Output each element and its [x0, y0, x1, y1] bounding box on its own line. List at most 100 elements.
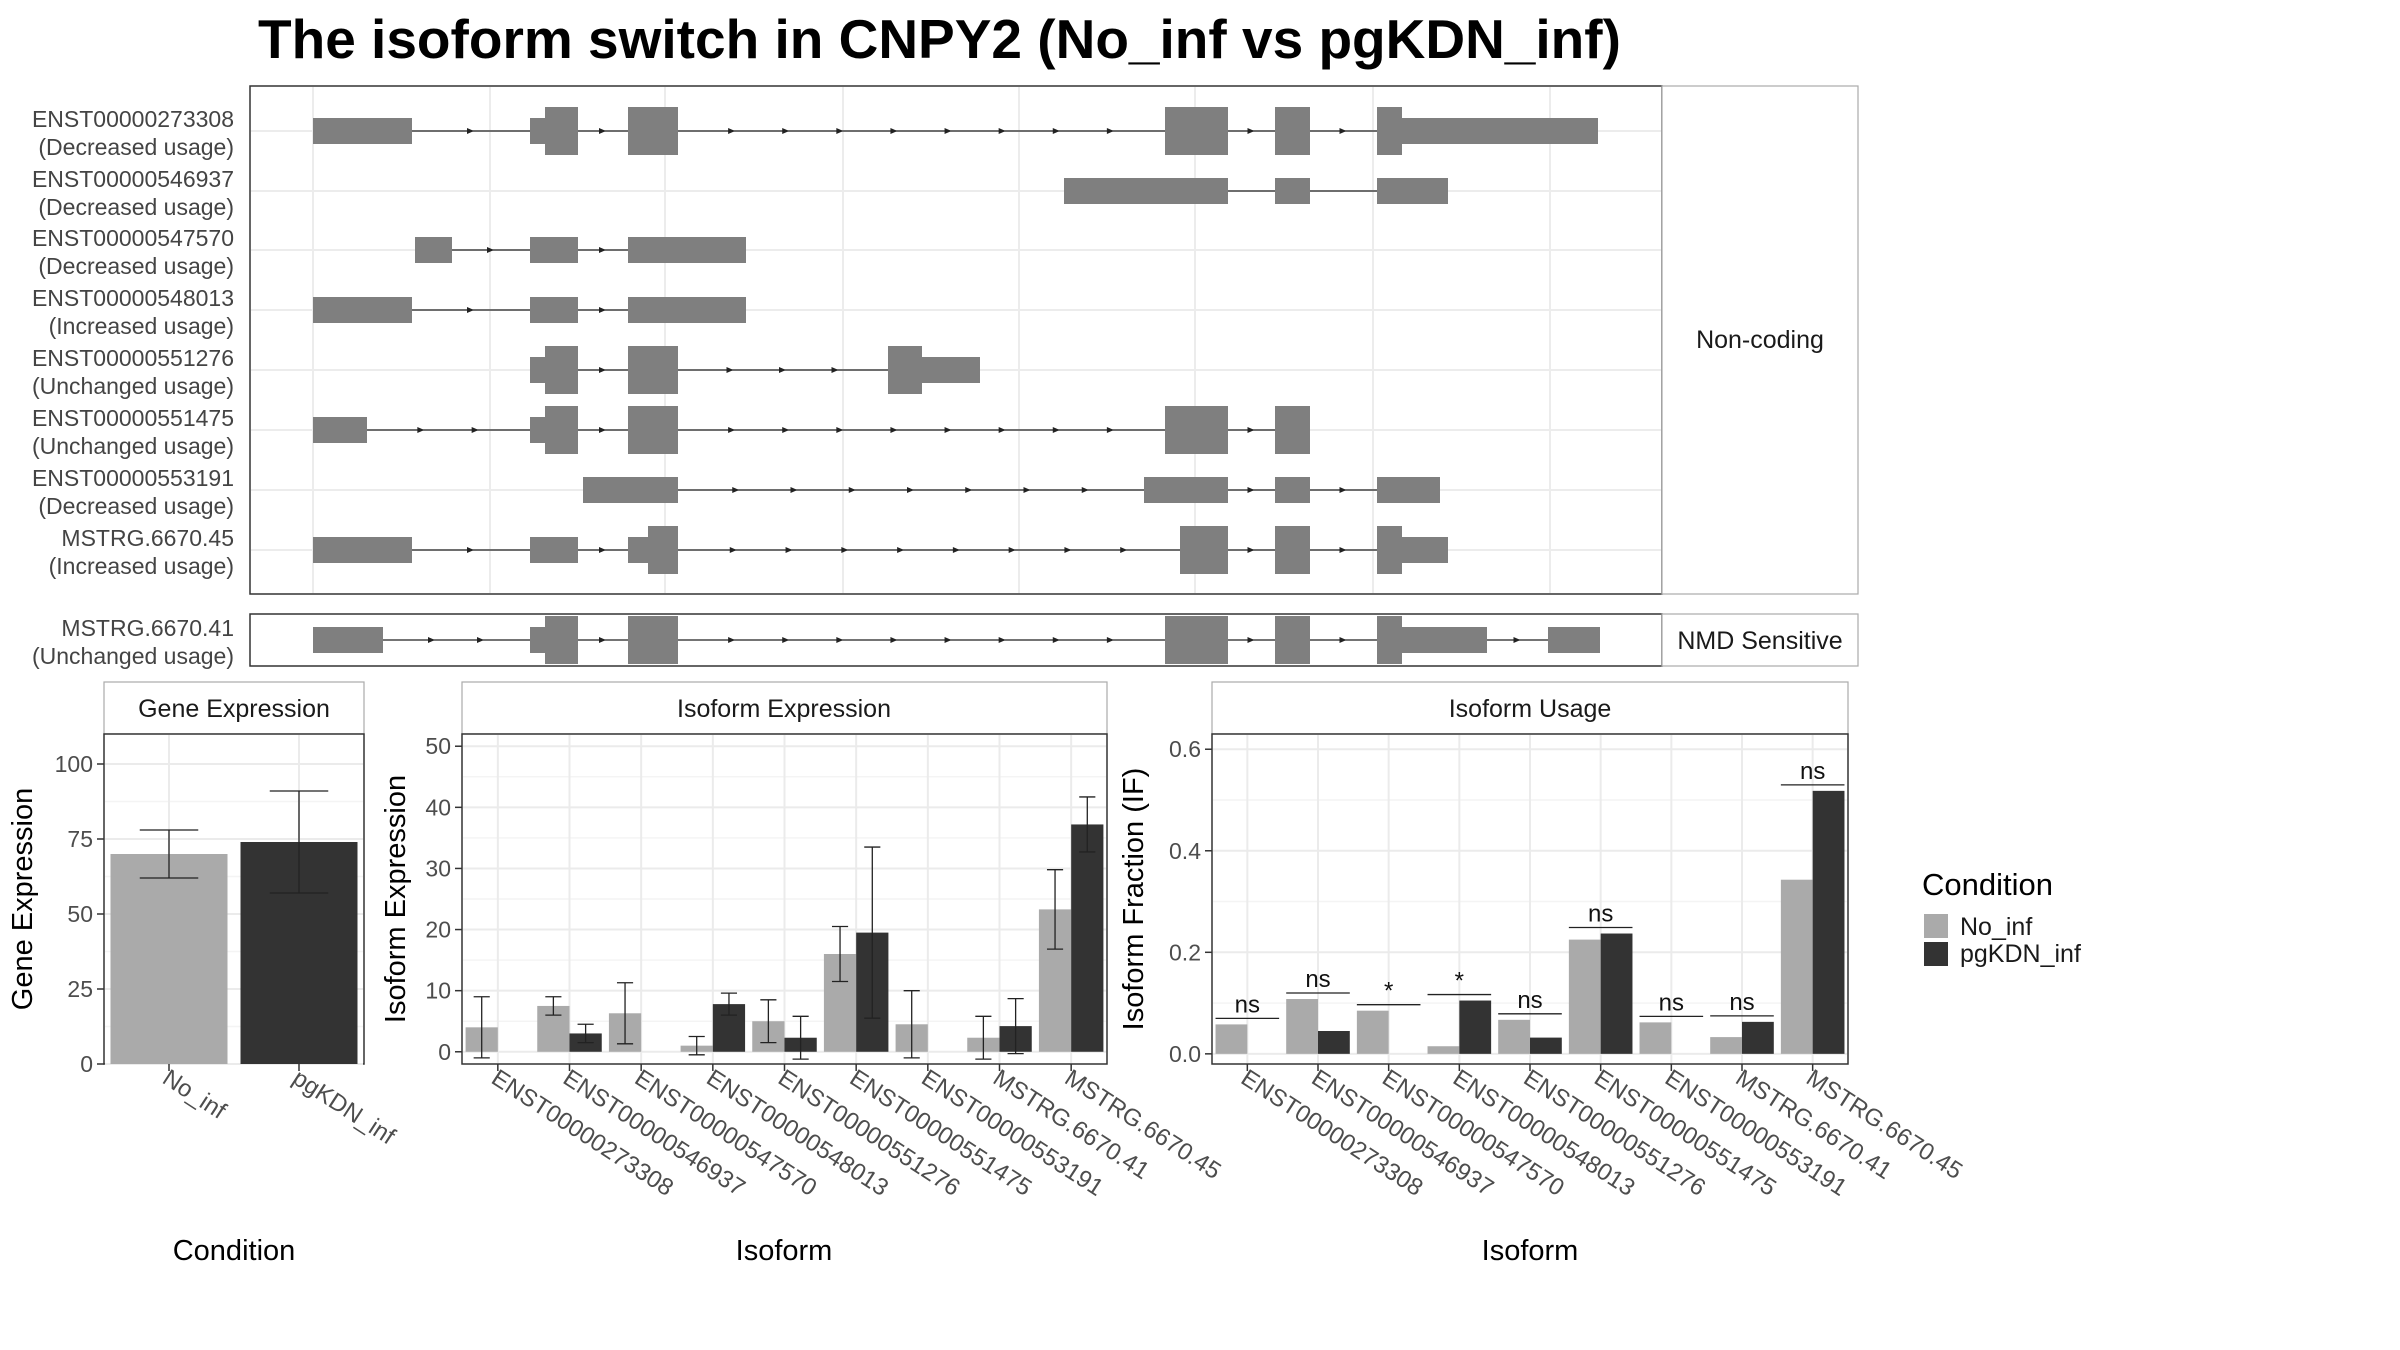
isoform-expression-ylabel: Isoform Expression: [380, 775, 412, 1023]
y-tick-label: 75: [67, 826, 93, 852]
exon-block: [530, 627, 545, 653]
bar-mark: [1568, 939, 1601, 1054]
exon-block: [1377, 178, 1448, 204]
gene-expression-strip: [103, 681, 365, 735]
intron-arrow: [782, 427, 790, 433]
transcript-labels: ENST00000273308(Decreased usage)ENST0000…: [32, 106, 234, 669]
noncoding-strip-label: Non-coding: [1696, 326, 1824, 354]
intron-arrow: [732, 487, 740, 493]
exon-block: [1402, 118, 1598, 144]
transcript-usage-label: (Unchanged usage): [32, 373, 234, 399]
exon-block: [888, 346, 922, 394]
intron-arrow: [728, 427, 736, 433]
exon-block: [1275, 477, 1310, 503]
exon-block: [628, 297, 746, 323]
y-tick-label: 30: [425, 855, 451, 881]
transcript-usage-label: (Unchanged usage): [32, 643, 234, 669]
transcript-usage-label: (Unchanged usage): [32, 433, 234, 459]
exon-block: [530, 237, 578, 263]
exon-block: [628, 406, 678, 454]
y-tick-label: 0: [80, 1051, 93, 1077]
intron-arrow: [1247, 427, 1255, 433]
y-tick-label: 40: [425, 794, 451, 820]
exon-block: [1180, 526, 1228, 574]
exon-block: [628, 346, 678, 394]
transcript-track: [313, 406, 1310, 454]
exon-block: [313, 627, 383, 653]
intron-arrow: [944, 427, 952, 433]
transcript-track: [313, 107, 1598, 155]
intron-arrow: [729, 547, 737, 553]
exon-block: [530, 537, 578, 563]
exon-block: [545, 406, 578, 454]
intron-arrow: [890, 427, 898, 433]
exon-block: [545, 616, 578, 664]
intron-arrow: [1106, 427, 1114, 433]
exon-block: [313, 537, 412, 563]
intron-arrow: [599, 547, 606, 553]
intron-arrow: [599, 247, 606, 253]
transcript-track: [1064, 178, 1448, 204]
isoform-expression-grid: [463, 735, 1106, 1063]
intron-arrow: [782, 637, 790, 643]
transcript-track: [313, 297, 746, 323]
exon-block: [1275, 107, 1310, 155]
significance-label: ns: [1588, 901, 1613, 928]
x-tick-label: No_inf: [158, 1064, 231, 1125]
exon-block: [313, 417, 367, 443]
exon-block: [530, 357, 545, 383]
y-tick-label: 10: [425, 978, 451, 1004]
intron-arrow: [1247, 128, 1255, 134]
bar-mark: [110, 854, 228, 1064]
intron-arrow: [471, 427, 479, 433]
exon-block: [530, 417, 545, 443]
bar-mark: [1498, 1019, 1530, 1054]
isoform-expression-xlabel: Isoform: [736, 1235, 833, 1267]
transcript-usage-label: (Decreased usage): [38, 253, 234, 279]
exon-block: [628, 537, 648, 563]
bar-mark: [1318, 1031, 1350, 1054]
intron-arrow: [1513, 637, 1521, 643]
transcript-usage-label: (Decreased usage): [38, 134, 234, 160]
intron-arrow: [417, 427, 425, 433]
transcript-usage-label: (Increased usage): [49, 553, 234, 579]
legend-key-pgkdn-inf: [1924, 942, 1948, 966]
bar-mark: [1639, 1022, 1672, 1054]
transcript-track: [530, 346, 980, 394]
intron-arrow: [728, 128, 736, 134]
intron-arrow: [836, 427, 844, 433]
transcript-usage-label: (Decreased usage): [38, 194, 234, 220]
exon-block: [1064, 178, 1228, 204]
bar-mark: [1600, 933, 1633, 1054]
bar-mark: [1710, 1037, 1742, 1054]
intron-arrow: [890, 128, 898, 134]
isoform-usage-strip-title: Isoform Usage: [1449, 695, 1612, 723]
transcript-id-label: ENST00000546937: [32, 166, 234, 192]
intron-arrow: [907, 487, 914, 493]
condition-legend: Condition No_inf pgKDN_inf: [1922, 867, 2081, 968]
y-tick-label: 50: [67, 901, 93, 927]
exon-block: [1275, 526, 1310, 574]
transcript-structure-panel: Non-coding NMD Sensitive ENST00000273308…: [32, 85, 1859, 669]
gene-expression-ylabel: Gene Expression: [7, 788, 39, 1010]
nmd-strip: [1661, 613, 1859, 667]
transcript-tracks: [313, 107, 1600, 664]
intron-arrow: [841, 547, 849, 553]
exon-block: [1377, 107, 1402, 155]
intron-arrow: [998, 427, 1006, 433]
intron-arrow: [836, 637, 844, 643]
significance-label: *: [1455, 968, 1464, 995]
transcript-id-label: ENST00000553191: [32, 465, 234, 491]
y-tick-label: 0: [438, 1039, 451, 1065]
exon-block: [1377, 616, 1402, 664]
transcript-id-label: ENST00000551276: [32, 345, 234, 371]
intron-arrow: [890, 637, 898, 643]
bar-mark: [1215, 1024, 1248, 1054]
transcript-id-label: MSTRG.6670.41: [61, 615, 234, 641]
transcript-id-label: ENST00000547570: [32, 225, 234, 251]
y-tick-label: 100: [55, 751, 93, 777]
isoform-usage-axes: 0.00.20.40.6ENST00000273308ENST000005469…: [1169, 736, 1967, 1202]
intron-arrow: [467, 547, 474, 553]
isoform-expression-strip: [461, 681, 1108, 735]
